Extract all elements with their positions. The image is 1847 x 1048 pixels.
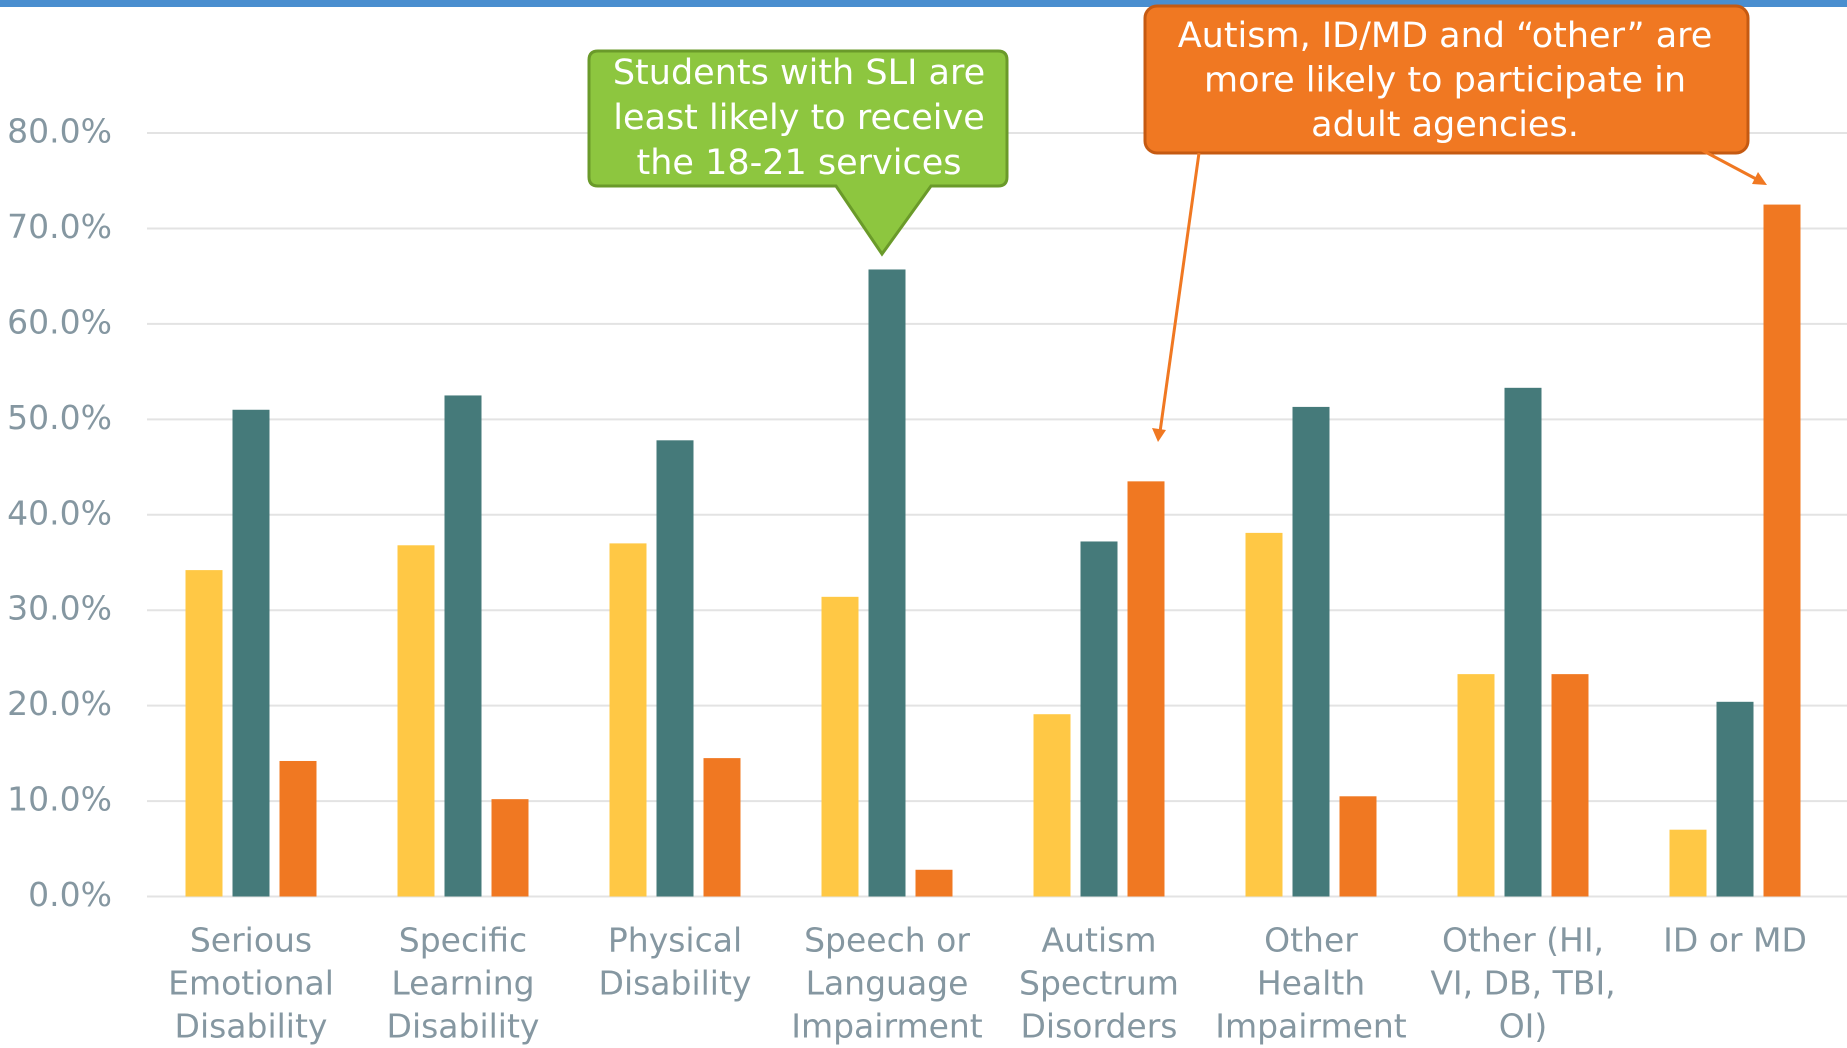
- y-tick-label: 40.0%: [7, 493, 112, 532]
- y-tick-label: 50.0%: [7, 398, 112, 437]
- callout-green: [587, 49, 1009, 257]
- x-tick-label: Speech or: [804, 921, 970, 960]
- x-tick-label: ID or MD: [1663, 921, 1807, 960]
- annotation: adult agencies.: [1311, 105, 1579, 145]
- bar: [1127, 481, 1165, 897]
- x-tick-label: Other (HI,: [1442, 921, 1604, 960]
- x-tick-label: VI, DB, TBI,: [1430, 964, 1615, 1003]
- bars: [185, 204, 1801, 897]
- x-tick-label: Learning: [391, 964, 534, 1003]
- arrow-head: [1152, 428, 1166, 442]
- bar: [1763, 204, 1801, 897]
- x-tick-label: Language: [806, 964, 969, 1003]
- annotation: Students with SLI are: [613, 53, 985, 93]
- bar: [1080, 541, 1118, 897]
- arrow: [1158, 152, 1201, 433]
- x-tick-label: Health: [1257, 964, 1365, 1003]
- x-tick-label: Emotional: [168, 964, 334, 1003]
- annotation: least likely to receive: [613, 98, 985, 138]
- x-tick-label: Impairment: [791, 1007, 983, 1046]
- bar: [1339, 796, 1377, 897]
- bar: [185, 570, 223, 897]
- x-tick-label: Autism: [1042, 921, 1157, 960]
- bar: [656, 440, 694, 897]
- y-tick-label: 70.0%: [7, 207, 112, 246]
- bar: [279, 760, 317, 897]
- bar: [915, 869, 953, 897]
- bar: [821, 596, 859, 897]
- y-tick-label: 0.0%: [28, 875, 112, 914]
- callout-orange: [1143, 4, 1750, 155]
- x-tick-label: Disability: [387, 1007, 540, 1046]
- annotation: the 18-21 services: [637, 143, 962, 183]
- y-tick-label: 20.0%: [7, 684, 112, 723]
- bar: [1292, 406, 1330, 897]
- x-tick-label: OI): [1499, 1007, 1548, 1046]
- bar: [1245, 532, 1283, 897]
- y-tick-label: 60.0%: [7, 302, 112, 341]
- x-tick-label: Specific: [399, 921, 527, 960]
- bar: [1716, 701, 1754, 897]
- y-tick-label: 30.0%: [7, 589, 112, 628]
- bar: [1504, 387, 1542, 897]
- x-tick-label: Disability: [599, 964, 752, 1003]
- top-band: [0, 0, 1847, 7]
- x-tick-label: Disability: [175, 1007, 328, 1046]
- bar: [1457, 674, 1495, 897]
- labels: 0.0% 10.0% 20.0% 30.0% 40.0% 50.0% 60.0% 70.0% 8…: [7, 112, 1807, 1046]
- y-tick-label: 80.0%: [7, 112, 112, 151]
- x-tick-label: Impairment: [1215, 1007, 1407, 1046]
- x-tick-label: Other: [1264, 921, 1358, 960]
- bar: [232, 409, 270, 897]
- x-tick-label: Spectrum: [1019, 964, 1179, 1003]
- bar: [1033, 714, 1071, 897]
- bar: [609, 543, 647, 897]
- bar: [397, 545, 435, 897]
- bar: [444, 395, 482, 897]
- bar: [491, 799, 529, 897]
- y-tick-label: 10.0%: [7, 780, 112, 819]
- annotation: Autism, ID/MD and “other” are: [1178, 16, 1713, 56]
- bar: [1551, 674, 1589, 897]
- bar: [1669, 829, 1707, 897]
- x-tick-label: Serious: [190, 921, 312, 960]
- bar: [703, 758, 741, 897]
- x-tick-label: Physical: [608, 921, 742, 960]
- arrow: [1695, 145, 1759, 182]
- annotation: more likely to participate in: [1204, 61, 1686, 101]
- arrow-head: [1752, 172, 1767, 185]
- bar: [868, 269, 906, 897]
- x-tick-label: Disorders: [1021, 1007, 1178, 1046]
